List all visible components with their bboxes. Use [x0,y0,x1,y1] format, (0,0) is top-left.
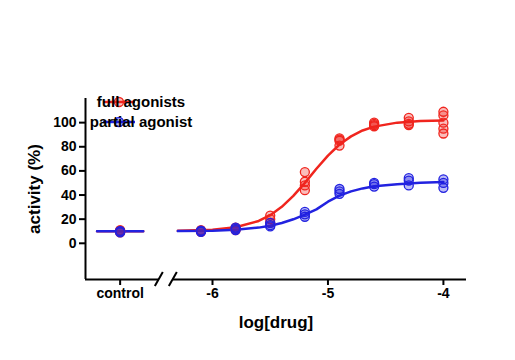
svg-text:100: 100 [53,114,77,130]
svg-text:log[drug]: log[drug] [239,313,314,332]
svg-text:full agonists: full agonists [97,93,185,110]
svg-text:-5: -5 [322,285,335,301]
svg-text:20: 20 [61,211,77,227]
svg-text:0: 0 [69,235,77,251]
svg-text:partial agonist: partial agonist [90,113,193,130]
svg-text:control: control [96,285,143,301]
svg-text:-6: -6 [206,285,219,301]
svg-text:-4: -4 [437,285,450,301]
svg-text:40: 40 [61,187,77,203]
svg-text:80: 80 [61,138,77,154]
svg-text:activity (%): activity (%) [25,144,44,234]
svg-text:60: 60 [61,162,77,178]
